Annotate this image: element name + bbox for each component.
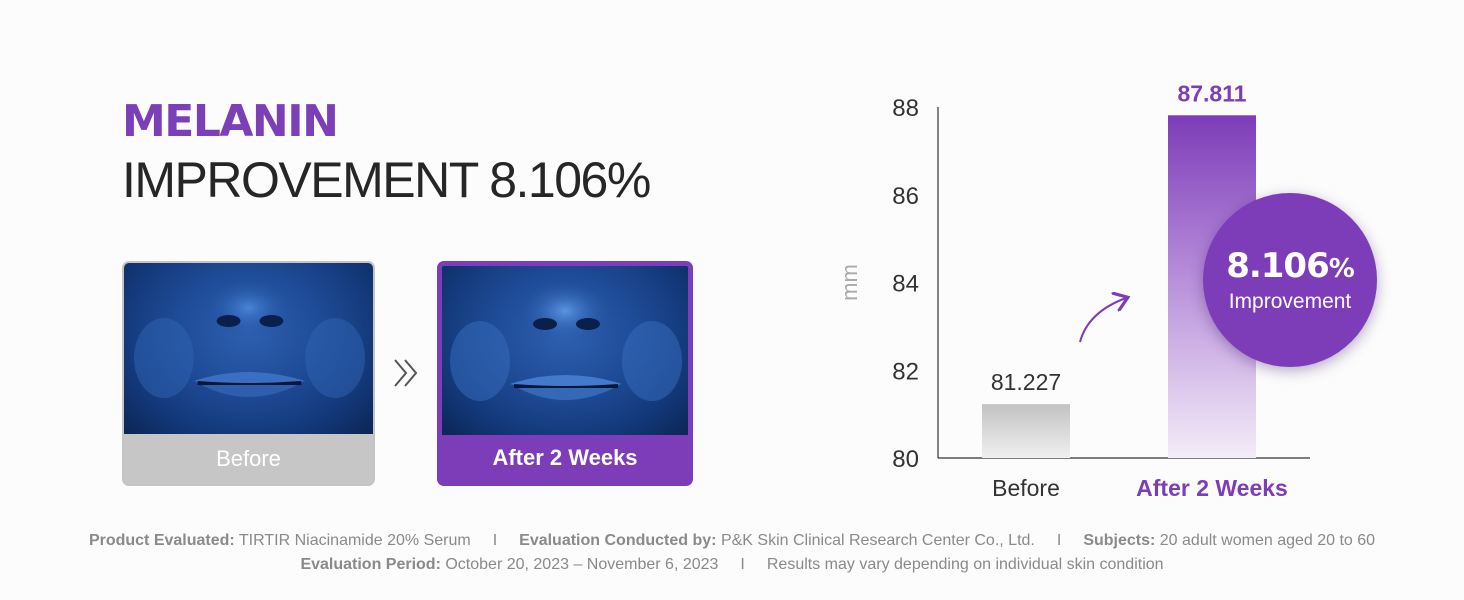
footer-key: Product Evaluated: [88, 532, 235, 549]
callout-label: Improvement [1228, 289, 1352, 313]
footer-separator: I [492, 532, 498, 549]
footer-value: October 20, 2023 – November 6, 2023 [445, 556, 719, 573]
footer-key: Subjects: [1083, 532, 1156, 549]
after-face-photo [442, 266, 688, 437]
callout-number: 8.106 [1226, 245, 1330, 286]
y-tick-label: 80 [892, 446, 919, 473]
footer-value: Results may vary depending on individual… [766, 556, 1164, 573]
footer-item: Evaluation Conducted by: P&K Skin Clinic… [519, 532, 1035, 549]
callout-symbol: % [1328, 253, 1355, 284]
y-tick-label: 88 [892, 95, 919, 122]
x-tick-label: After 2 Weeks [1136, 475, 1288, 501]
footer-separator: I [740, 556, 745, 573]
footer-key: Evaluation Period: [300, 556, 441, 573]
y-tick-label: 84 [892, 271, 919, 298]
y-tick-label: 82 [892, 358, 919, 385]
footer-value: TIRTIR Niacinamide 20% Serum [238, 532, 471, 549]
double-chevron-right-icon [394, 359, 418, 387]
footer-separator: I [1056, 532, 1062, 549]
data-label: 87.811 [1177, 80, 1246, 106]
headline-accent: MELANIN [122, 96, 339, 147]
footer-value: P&K Skin Clinical Research Center Co., L… [720, 532, 1035, 549]
before-face-photo [124, 263, 373, 435]
before-photo-label: Before [124, 434, 373, 484]
footer-item: Results may vary depending on individual… [767, 556, 1164, 573]
footer-line-1: Product Evaluated: TIRTIR Niacinamide 20… [0, 532, 1464, 550]
footer-item: Subjects: 20 adult women aged 20 to 60 [1083, 532, 1375, 549]
bar-before [982, 404, 1070, 458]
footer-item: Evaluation Period: October 20, 2023 – No… [300, 556, 718, 573]
footer-value: 20 adult women aged 20 to 60 [1159, 532, 1376, 549]
footer-key: Evaluation Conducted by: [519, 532, 717, 549]
headline: MELANIN IMPROVEMENT 8.106% [122, 96, 651, 210]
before-photo-card: Before [122, 261, 375, 486]
curved-arrow-up-icon [1079, 298, 1126, 343]
headline-sub: IMPROVEMENT 8.106% [122, 152, 651, 208]
x-tick-label: Before [992, 475, 1060, 501]
after-photo-label: After 2 Weeks [442, 435, 688, 481]
data-label: 81.227 [991, 369, 1061, 395]
footer-item: Product Evaluated: TIRTIR Niacinamide 20… [89, 532, 471, 549]
footer-line-2: Evaluation Period: October 20, 2023 – No… [0, 556, 1464, 574]
improvement-callout: 8.106% Improvement [1203, 193, 1377, 367]
y-tick-label: 86 [892, 183, 919, 210]
y-axis-label: mm [837, 264, 862, 301]
after-photo-card: After 2 Weeks [437, 261, 693, 486]
callout-value: 8.106% [1226, 245, 1355, 288]
